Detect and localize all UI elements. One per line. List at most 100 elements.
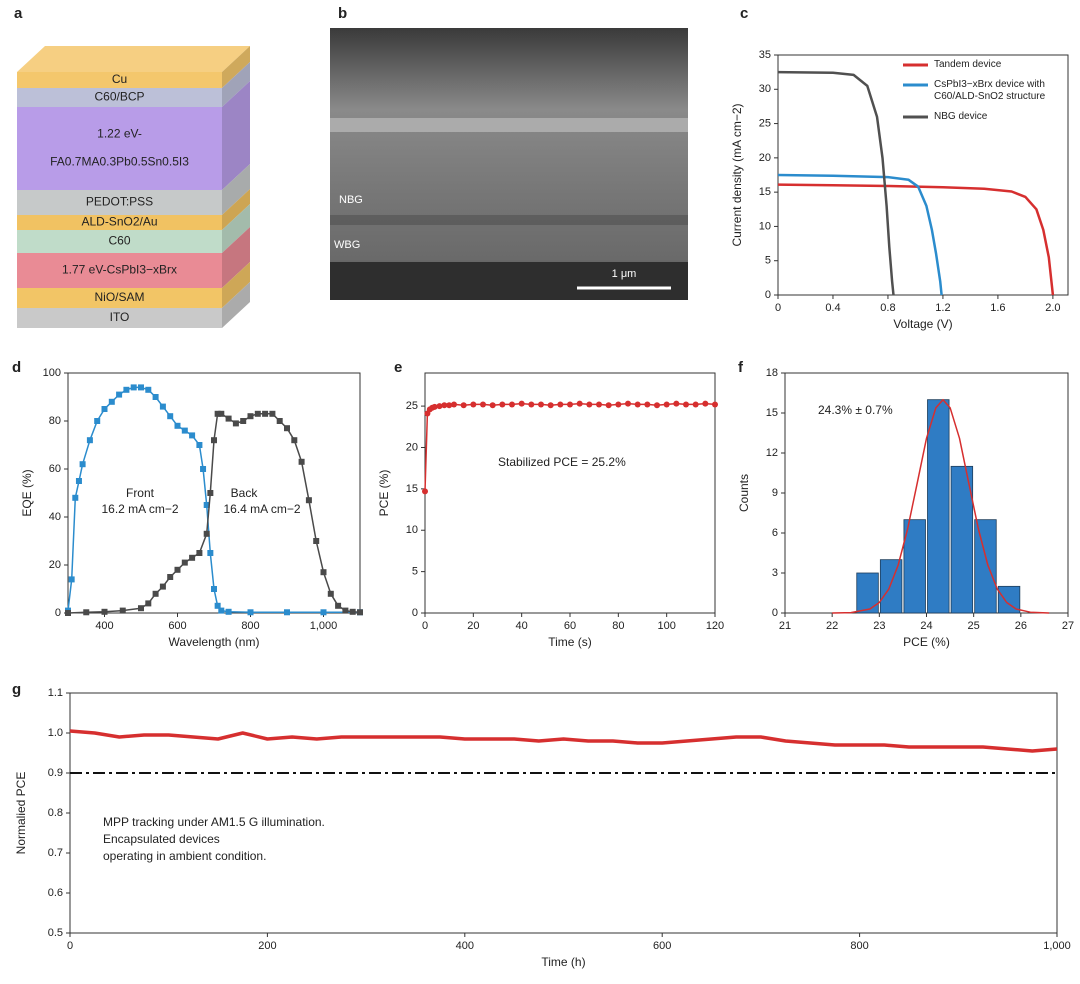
marker (72, 494, 79, 501)
x-tick-label: 0.8 (880, 302, 895, 314)
layer-label: C60/BCP (94, 90, 144, 104)
y-tick-label: 0.6 (48, 887, 63, 899)
x-tick-label: 26 (1015, 620, 1027, 632)
marker (189, 432, 196, 439)
marker (441, 402, 448, 409)
marker (214, 410, 221, 417)
histogram-bar (950, 465, 974, 614)
marker (225, 608, 232, 615)
marker (181, 427, 188, 434)
marker (557, 401, 564, 408)
layer-label: Cu (112, 72, 127, 86)
sem-image: NBG WBG 1 μm (330, 28, 688, 300)
marker (335, 602, 342, 609)
layer (17, 88, 222, 107)
y-tick-label: 25 (406, 400, 418, 412)
panel-letter: g (12, 681, 21, 698)
y-tick-label: 5 (765, 255, 771, 267)
marker (86, 437, 93, 444)
x-tick-label: 0 (775, 302, 781, 314)
layer-side (222, 46, 250, 88)
x-tick-label: 24 (920, 620, 932, 632)
marker (298, 458, 305, 465)
x-tick-label: 20 (467, 620, 479, 632)
sem-label: NBG (339, 194, 363, 206)
marker (320, 609, 327, 616)
marker (634, 401, 641, 408)
y-tick-label: 0.5 (48, 927, 63, 939)
marker (422, 488, 428, 495)
x-tick-label: 400 (456, 940, 474, 952)
marker (683, 401, 689, 408)
y-tick-label: 0 (412, 607, 418, 619)
layer-label: NiO/SAM (94, 290, 144, 304)
marker (518, 400, 525, 407)
marker (625, 400, 631, 407)
marker (702, 400, 709, 407)
marker (152, 394, 159, 400)
marker (207, 550, 214, 556)
y-tick-label: 18 (766, 367, 778, 379)
marker (203, 502, 210, 508)
marker (470, 401, 477, 408)
x-tick-label: 1.6 (990, 302, 1005, 314)
panel-letter: a (14, 5, 23, 22)
y-axis-label: Normalied PCE (14, 772, 28, 855)
y-tick-label: 20 (759, 152, 771, 164)
y-tick-label: 1.0 (48, 727, 63, 739)
marker (203, 530, 210, 537)
plot-frame (69, 692, 1058, 934)
y-tick-label: 20 (406, 441, 418, 453)
marker (284, 609, 290, 616)
series-line (67, 386, 360, 614)
marker (189, 554, 196, 561)
series-line (777, 70, 895, 296)
marker (79, 461, 86, 468)
layer-top (17, 46, 250, 72)
y-axis-label: EQE (%) (20, 469, 34, 516)
plot-frame (67, 372, 361, 614)
histogram-bar (879, 559, 903, 614)
y-tick-label: 0 (55, 607, 61, 619)
marker (269, 410, 276, 417)
y-tick-label: 10 (406, 524, 418, 536)
marker (196, 442, 203, 448)
marker (101, 608, 108, 615)
marker (712, 401, 718, 408)
marker (509, 401, 515, 408)
y-tick-label: 100 (43, 367, 61, 379)
y-tick-label: 12 (766, 447, 778, 459)
x-tick-label: 600 (653, 940, 671, 952)
marker (615, 401, 622, 408)
layer-side (222, 227, 250, 288)
marker (460, 402, 467, 409)
layer (17, 308, 222, 328)
histogram-bar (856, 572, 879, 614)
layer-side (222, 164, 250, 215)
x-axis-label: Wavelength (nm) (169, 635, 260, 649)
sem-band (330, 118, 688, 132)
layer-label: FA0.7MA0.3Pb0.5Sn0.5I3 (50, 155, 189, 169)
marker (654, 402, 660, 409)
x-axis-label: Voltage (V) (893, 317, 952, 331)
x-tick-label: 40 (516, 620, 528, 632)
marker (692, 401, 699, 408)
marker (254, 410, 261, 417)
layer (17, 107, 222, 190)
layer-side (222, 62, 250, 107)
marker (225, 415, 232, 422)
y-tick-label: 0 (772, 607, 778, 619)
marker (291, 437, 298, 444)
marker (83, 609, 90, 616)
layer-side (222, 204, 250, 253)
x-tick-label: 1.2 (935, 302, 950, 314)
layer (17, 230, 222, 253)
marker (159, 403, 166, 410)
annotation: Back (231, 486, 259, 500)
y-axis-label: Counts (737, 474, 751, 512)
marker (446, 402, 453, 409)
layer-label: PEDOT:PSS (86, 195, 153, 209)
x-tick-label: 0.4 (825, 302, 840, 314)
annotation: 16.4 mA cm−2 (223, 502, 300, 516)
x-tick-label: 120 (706, 620, 724, 632)
